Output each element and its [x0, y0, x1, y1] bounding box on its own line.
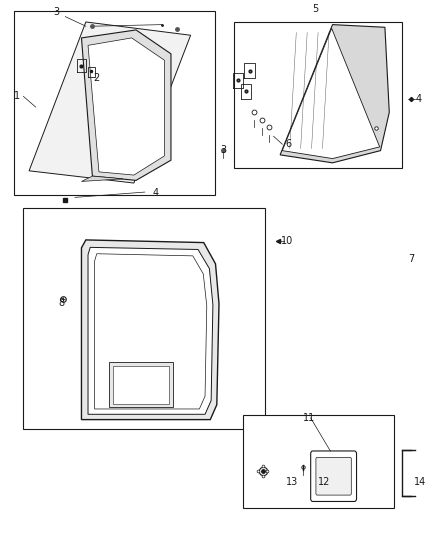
Polygon shape — [113, 366, 169, 403]
FancyBboxPatch shape — [311, 451, 357, 502]
Bar — [14, 11, 215, 195]
Text: 12: 12 — [318, 477, 330, 487]
Polygon shape — [81, 176, 123, 181]
Polygon shape — [280, 25, 389, 163]
Polygon shape — [95, 254, 207, 409]
Text: 10: 10 — [281, 236, 293, 246]
Bar — [22, 208, 265, 429]
Text: 14: 14 — [414, 477, 426, 487]
Bar — [243, 415, 394, 508]
Text: 1: 1 — [14, 91, 20, 101]
Text: 4: 4 — [152, 188, 159, 198]
Polygon shape — [88, 38, 164, 175]
Polygon shape — [81, 30, 171, 180]
Text: 3: 3 — [220, 144, 226, 155]
Text: 8: 8 — [58, 297, 64, 308]
Text: 4: 4 — [416, 94, 422, 104]
Text: 2: 2 — [94, 73, 100, 83]
Bar — [234, 22, 403, 168]
Text: 6: 6 — [285, 139, 291, 149]
Polygon shape — [283, 28, 380, 159]
Text: 13: 13 — [286, 477, 298, 487]
Polygon shape — [81, 240, 219, 419]
Text: 5: 5 — [312, 4, 318, 14]
FancyBboxPatch shape — [316, 457, 351, 495]
Polygon shape — [29, 22, 191, 183]
Text: 3: 3 — [53, 7, 60, 18]
Polygon shape — [88, 247, 213, 414]
Text: 11: 11 — [303, 413, 315, 423]
Polygon shape — [109, 362, 173, 407]
Text: 7: 7 — [408, 254, 414, 263]
